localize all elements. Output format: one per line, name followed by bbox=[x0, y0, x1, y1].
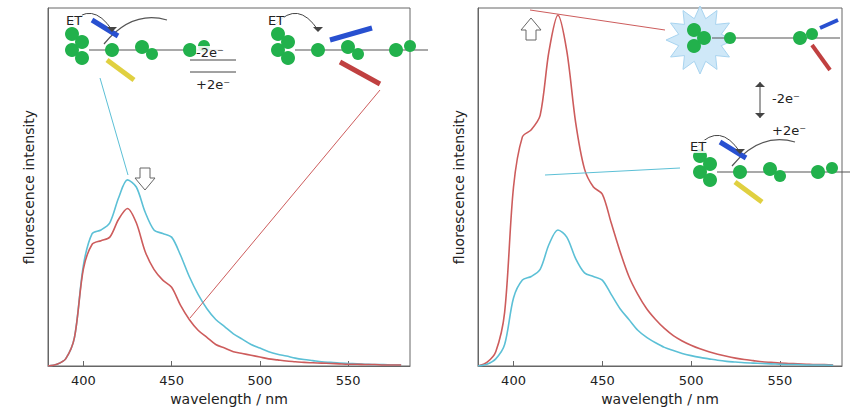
svg-text:450: 450 bbox=[590, 373, 615, 388]
svg-text:500: 500 bbox=[247, 373, 272, 388]
svg-text:550: 550 bbox=[767, 373, 792, 388]
svg-text:400: 400 bbox=[501, 373, 526, 388]
svg-text:wavelength / nm: wavelength / nm bbox=[170, 391, 288, 407]
svg-text:ET: ET bbox=[268, 13, 284, 28]
svg-text:550: 550 bbox=[336, 373, 361, 388]
svg-text:fluorescence intensity: fluorescence intensity bbox=[21, 110, 37, 264]
svg-text:ET: ET bbox=[690, 139, 706, 154]
svg-text:ET: ET bbox=[66, 13, 82, 28]
svg-text:-2e⁻: -2e⁻ bbox=[772, 91, 800, 106]
svg-text:500: 500 bbox=[679, 373, 704, 388]
svg-text:fluorescence intensity: fluorescence intensity bbox=[451, 110, 467, 264]
svg-text:+2e⁻: +2e⁻ bbox=[772, 123, 806, 138]
svg-text:450: 450 bbox=[159, 373, 184, 388]
svg-text:wavelength / nm: wavelength / nm bbox=[601, 391, 719, 407]
svg-text:400: 400 bbox=[71, 373, 96, 388]
svg-text:-2e⁻: -2e⁻ bbox=[196, 45, 224, 60]
svg-text:+2e⁻: +2e⁻ bbox=[196, 77, 230, 92]
